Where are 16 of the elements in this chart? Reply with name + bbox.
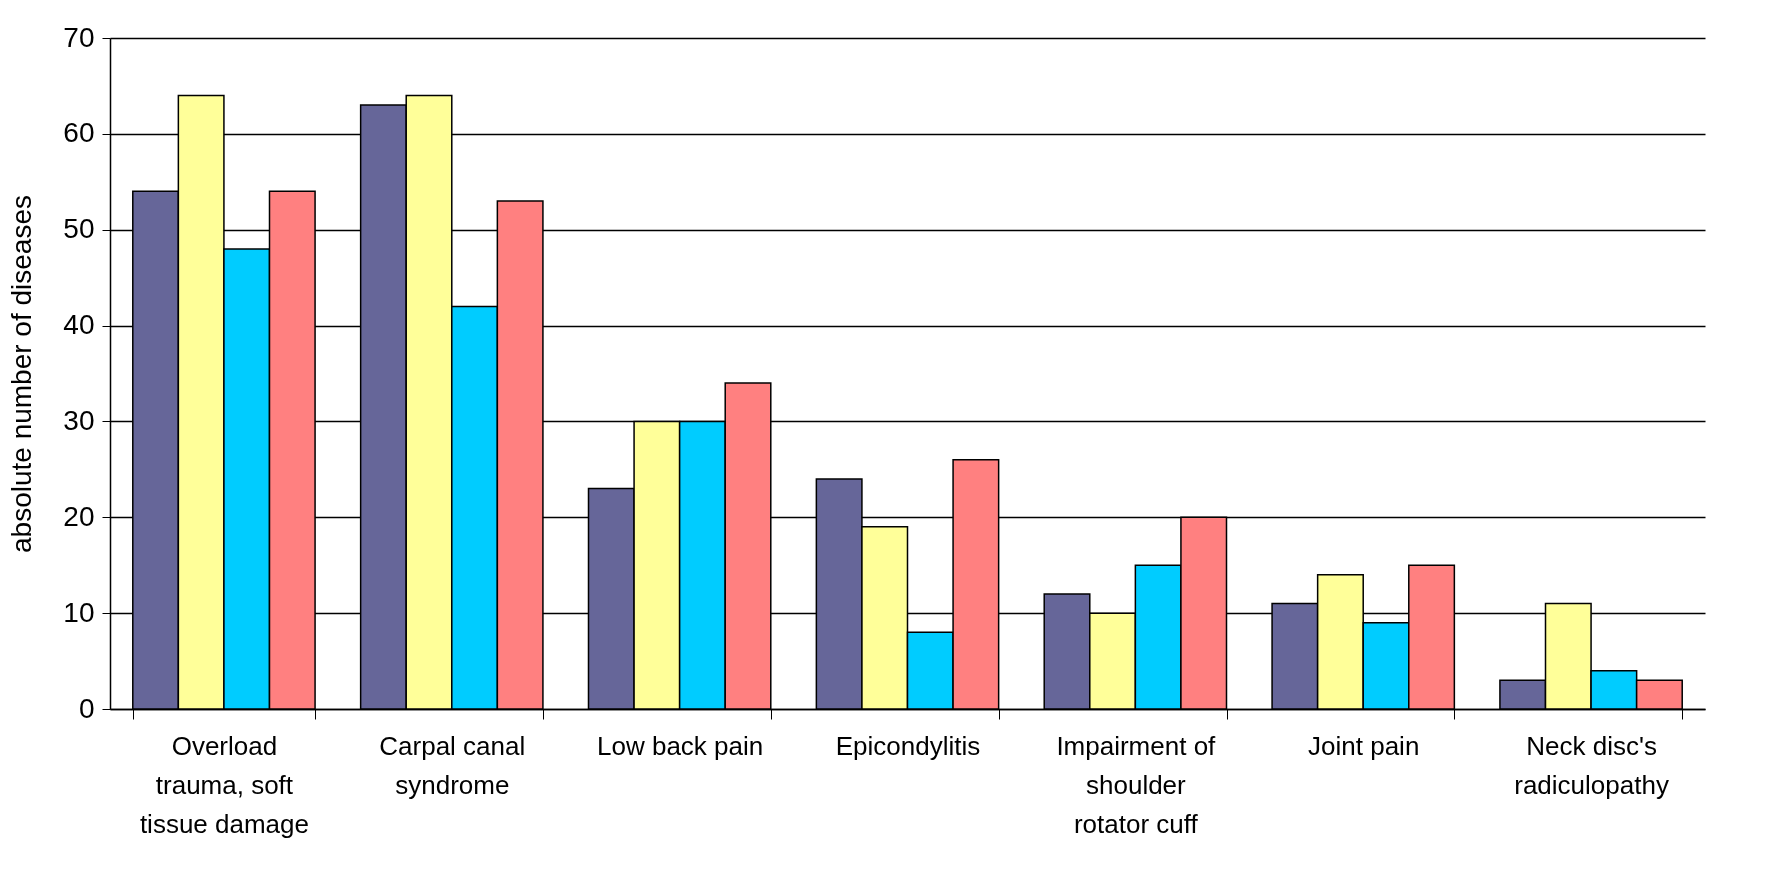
x-tick-label: Low back pain (597, 730, 764, 761)
y-tick-label: 10 (63, 596, 95, 628)
y-tick-label: 20 (63, 500, 95, 532)
y-tick-label: 60 (63, 117, 95, 149)
x-tick-label: Joint pain (1308, 730, 1420, 761)
y-axis-title: absolute number of diseases (6, 195, 38, 553)
x-tick-label: Overload trauma, soft tissue damage (139, 730, 309, 839)
y-tick-label: 70 (63, 21, 95, 53)
x-tick-label: Impairment of shoulder rotator cuff (1056, 730, 1217, 839)
x-tick-label: Carpal canal syndrome (379, 730, 526, 800)
x-tick-label: Epicondylitis (835, 730, 981, 761)
y-tick-label: 0 (78, 692, 95, 724)
y-tick-label: 40 (63, 309, 95, 341)
x-tick-label: Neck disc's radiculopathy (1514, 730, 1669, 800)
y-tick-label: 50 (63, 213, 95, 245)
y-tick-label: 30 (63, 404, 95, 436)
